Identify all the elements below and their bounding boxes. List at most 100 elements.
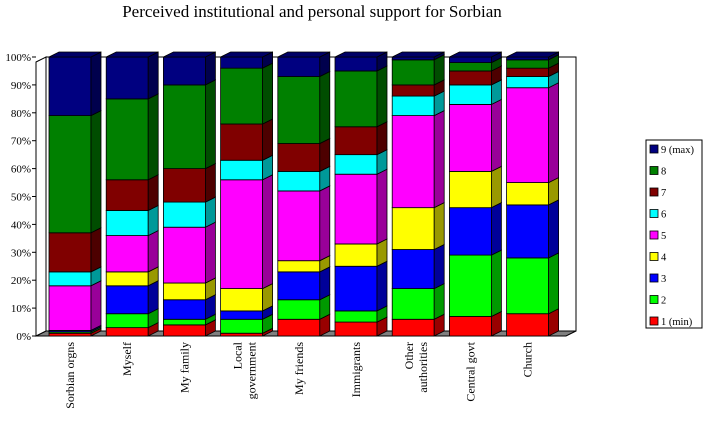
- bar-segment-side: [376, 168, 388, 245]
- y-tick-label: 60%: [11, 164, 31, 176]
- bar-segment-side: [204, 51, 216, 86]
- legend-label: 1 (min): [661, 317, 693, 328]
- bar-segment-side: [90, 51, 102, 117]
- legend-label: 4: [661, 253, 667, 264]
- bar-segment-front: [277, 260, 321, 273]
- legend-item: 6: [649, 209, 666, 221]
- bar-segment-side: [147, 229, 159, 273]
- bar-stack: [506, 51, 559, 337]
- bar-segment-side: [262, 174, 274, 290]
- legend-swatch: [649, 230, 659, 240]
- bar-segment-front: [448, 84, 492, 105]
- bar-segment-front: [277, 170, 321, 192]
- bar-segment: [162, 51, 216, 86]
- bar-segment-top: [106, 51, 159, 58]
- bar-segment-side: [147, 280, 159, 315]
- x-tick-label-line: government: [245, 341, 259, 399]
- bar-segment: [277, 70, 331, 145]
- bar-segment: [506, 82, 559, 184]
- y-tick-label: 70%: [11, 136, 31, 148]
- bar-segment-front: [277, 271, 321, 301]
- chart-side-wall: [35, 56, 47, 337]
- bar-segment-front: [391, 115, 435, 209]
- bar-segment: [506, 252, 559, 315]
- bar-segment: [220, 118, 274, 161]
- bar-segment-front: [506, 257, 550, 315]
- y-tick-label: 80%: [11, 108, 31, 120]
- bar-segment-front: [277, 318, 321, 337]
- bar-segment: [220, 62, 274, 125]
- bar-segment-front: [105, 235, 149, 273]
- legend-item: 3: [649, 273, 666, 285]
- x-tick-label-line: Local: [231, 341, 245, 369]
- bar-segment-side: [262, 118, 274, 161]
- bar-segment-front: [448, 56, 492, 63]
- x-tick-label: Immigrants: [349, 342, 363, 398]
- bar-segment-side: [548, 82, 559, 184]
- bar-segment: [391, 243, 445, 290]
- bar-segment-side: [376, 260, 388, 312]
- bar-segment-top: [163, 51, 216, 58]
- bar-segment-side: [204, 162, 216, 203]
- legend-label: 9 (max): [661, 145, 694, 156]
- bar-segment-front: [105, 285, 149, 315]
- bar-segment-front: [162, 282, 206, 301]
- bar-segment-top: [334, 51, 388, 58]
- bar-segment-front: [105, 98, 149, 181]
- bar-segment-front: [48, 56, 92, 116]
- bar-segment-side: [548, 252, 559, 315]
- bar-segment-side: [262, 62, 274, 125]
- bar-segment-front: [334, 310, 378, 323]
- y-tick-label: 50%: [11, 192, 31, 204]
- x-tick-label: Otherauthorities: [402, 342, 430, 393]
- bar-segment-side: [319, 266, 331, 301]
- bar-segment-front: [506, 87, 550, 183]
- x-tick-label-line: Central govt: [463, 341, 477, 401]
- bar-segment-side: [376, 65, 388, 128]
- x-tick-label: My family: [177, 342, 191, 393]
- bar-segment-front: [162, 84, 206, 169]
- bar-stack: [105, 51, 159, 337]
- bar-segment: [448, 249, 502, 318]
- legend-item: 5: [649, 230, 666, 242]
- bar-stack: [334, 51, 388, 337]
- bar-segment-front: [105, 313, 149, 329]
- bar-segment: [334, 65, 388, 128]
- y-tick-label: 10%: [11, 303, 31, 315]
- bar-segment-front: [162, 201, 206, 228]
- legend-swatch: [649, 316, 659, 326]
- bar-segment-front: [48, 232, 92, 273]
- legend-label: 5: [661, 231, 666, 242]
- bar-segment-front: [334, 243, 378, 267]
- x-tick-label-line: authorities: [416, 342, 430, 393]
- y-tick-label: 90%: [11, 80, 31, 92]
- bar-segment-front: [277, 76, 321, 144]
- bar-segment-front: [391, 84, 435, 97]
- bar-segment-side: [433, 282, 445, 320]
- bar-segment: [105, 51, 159, 100]
- bar-segment: [48, 227, 102, 273]
- x-tick-label-line: Church: [521, 342, 535, 377]
- bar-segment: [334, 260, 388, 312]
- bar-segment-side: [147, 174, 159, 212]
- bar-segment-side: [376, 121, 388, 156]
- legend-item: 1 (min): [649, 316, 693, 328]
- bar-segment-front: [334, 321, 378, 337]
- x-tick-label-line: Sorbian orgns: [63, 342, 77, 409]
- bar-segment-side: [147, 93, 159, 181]
- legend-swatch: [649, 166, 659, 175]
- legend-swatch: [649, 187, 659, 197]
- x-tick-label-line: My friends: [292, 342, 306, 395]
- x-tick-label-line: Myself: [120, 342, 134, 376]
- bar-segment: [506, 51, 559, 61]
- legend-item: 8: [649, 166, 666, 178]
- bar-segment-side: [433, 243, 445, 290]
- bar-segment-top: [220, 51, 273, 58]
- bar-segment: [277, 51, 331, 78]
- bar-segment-front: [220, 288, 264, 312]
- bar-segment: [448, 51, 502, 64]
- bar-segment-front: [162, 324, 206, 337]
- legend-swatch: [649, 209, 659, 218]
- bar-segment-front: [105, 179, 149, 211]
- x-tick-label-line: Other: [402, 342, 416, 369]
